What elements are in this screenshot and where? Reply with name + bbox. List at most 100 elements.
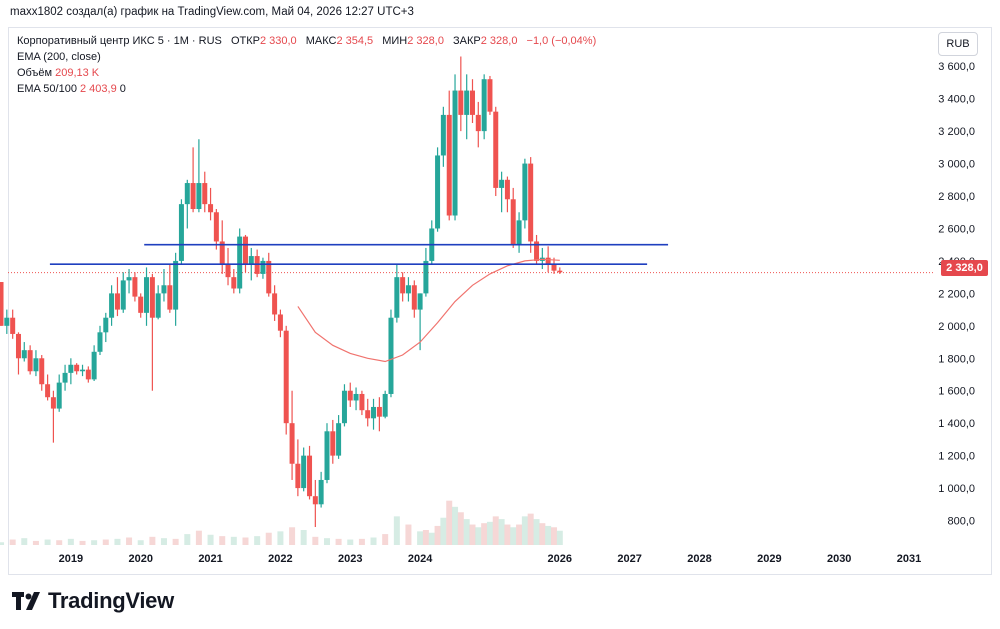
volume-bar	[114, 538, 121, 545]
candle-body	[91, 351, 97, 380]
candle-body	[510, 199, 516, 245]
x-axis-label: 2026	[548, 553, 572, 565]
volume-bar	[463, 519, 470, 545]
candle-body	[289, 423, 295, 464]
volume-bar	[44, 539, 51, 545]
volume-bar	[510, 527, 517, 545]
volume-bar	[358, 538, 365, 545]
volume-bar	[289, 527, 296, 545]
candle-body	[353, 393, 359, 401]
volume-bar	[446, 500, 453, 545]
candle-body	[283, 330, 289, 424]
legend-open-label: ОТКР	[230, 35, 260, 47]
currency-button[interactable]: RUB	[938, 32, 978, 56]
chart-attribution: maxx1802 создал(а) график на TradingView…	[10, 6, 414, 18]
volume-bar	[516, 524, 523, 545]
candle-body	[219, 241, 225, 265]
volume-bar	[347, 539, 354, 545]
candle-body	[50, 397, 56, 409]
candle-body	[458, 90, 464, 115]
legend-open-value: 2 330,0	[259, 35, 297, 47]
legend-change: −1,0 (−0,04%)	[526, 35, 597, 47]
x-axis-label: 2030	[827, 553, 851, 565]
legend-volume-row[interactable]: Объём 209,13 K	[17, 65, 596, 81]
y-axis-label: 1 400,0	[938, 418, 975, 430]
volume-bar	[79, 540, 86, 545]
volume-bar	[440, 517, 447, 545]
y-axis-label: 2 800,0	[938, 191, 975, 203]
legend-high-value: 2 354,5	[336, 35, 374, 47]
tradingview-brand[interactable]: TradingView	[12, 588, 174, 614]
candle-body	[435, 155, 441, 229]
candle-body	[365, 410, 371, 419]
x-axis-label: 2027	[617, 553, 641, 565]
candle-body	[260, 260, 266, 274]
candle-body	[405, 285, 411, 294]
y-axis-label: 1 000,0	[938, 483, 975, 495]
volume-bar	[469, 524, 476, 545]
candle-body	[85, 369, 91, 380]
volume-bar	[457, 512, 464, 545]
y-axis-label: 2 600,0	[938, 223, 975, 235]
candle-body	[15, 333, 21, 359]
x-axis-label: 2023	[338, 553, 362, 565]
candle-body	[266, 260, 272, 294]
legend-ema50-extra: 0	[119, 83, 126, 95]
volume-bar	[452, 506, 459, 545]
candle-body	[109, 293, 115, 318]
legend-low-value: 2 328,0	[407, 35, 444, 47]
candle-body	[27, 350, 33, 372]
candle-body	[318, 479, 324, 505]
candle-body	[481, 79, 487, 132]
volume-bar	[504, 524, 511, 545]
candle-body	[301, 455, 307, 489]
candle-body	[149, 277, 155, 318]
candle-body	[417, 293, 423, 310]
legend-high-label: МАКС	[305, 35, 337, 47]
candle-body	[254, 256, 260, 274]
candle-body	[173, 260, 179, 310]
legend-ema200[interactable]: EMA (200, close)	[17, 51, 101, 63]
brand-name: TradingView	[48, 588, 174, 613]
x-axis-label: 2028	[687, 553, 711, 565]
volume-bar	[91, 540, 98, 545]
volume-bar	[312, 536, 319, 545]
candle-body	[330, 431, 336, 456]
candle-body	[242, 236, 248, 265]
legend-close-label: ЗАКР	[453, 35, 481, 47]
candle-body	[80, 369, 86, 372]
y-axis-label: 1 800,0	[938, 353, 975, 365]
candle-body	[155, 293, 161, 318]
volume-bar	[102, 539, 109, 545]
volume-bar	[527, 513, 534, 545]
candle-body	[231, 277, 237, 289]
x-axis-label: 2021	[198, 553, 222, 565]
candle-body	[534, 241, 540, 261]
legend-ema50-row[interactable]: EMA 50/100 2 403,9 0	[17, 81, 596, 97]
candle-body	[0, 282, 4, 326]
legend-volume-value: 209,13 K	[55, 67, 100, 79]
volume-bar	[545, 525, 552, 545]
candle-body	[190, 183, 196, 210]
candle-body	[103, 317, 109, 333]
candle-body	[161, 285, 167, 294]
candle-body	[62, 372, 68, 383]
x-axis-label: 2022	[268, 553, 292, 565]
candle-body	[312, 496, 318, 505]
volume-bar	[32, 540, 39, 545]
candle-body	[202, 183, 208, 205]
x-axis-label: 2019	[59, 553, 83, 565]
volume-bar	[492, 516, 499, 545]
candle-body	[452, 90, 458, 216]
x-axis-label: 2029	[757, 553, 781, 565]
y-axis-label: 2 200,0	[938, 288, 975, 300]
volume-bar	[428, 532, 435, 545]
volume-bar	[551, 527, 558, 545]
volume-bar	[486, 521, 493, 545]
y-axis-label: 3 000,0	[938, 159, 975, 171]
legend-ema50-value: 2 403,9	[80, 83, 117, 95]
volume-bar	[0, 542, 5, 545]
candle-body	[178, 204, 184, 261]
candle-body	[324, 431, 330, 480]
